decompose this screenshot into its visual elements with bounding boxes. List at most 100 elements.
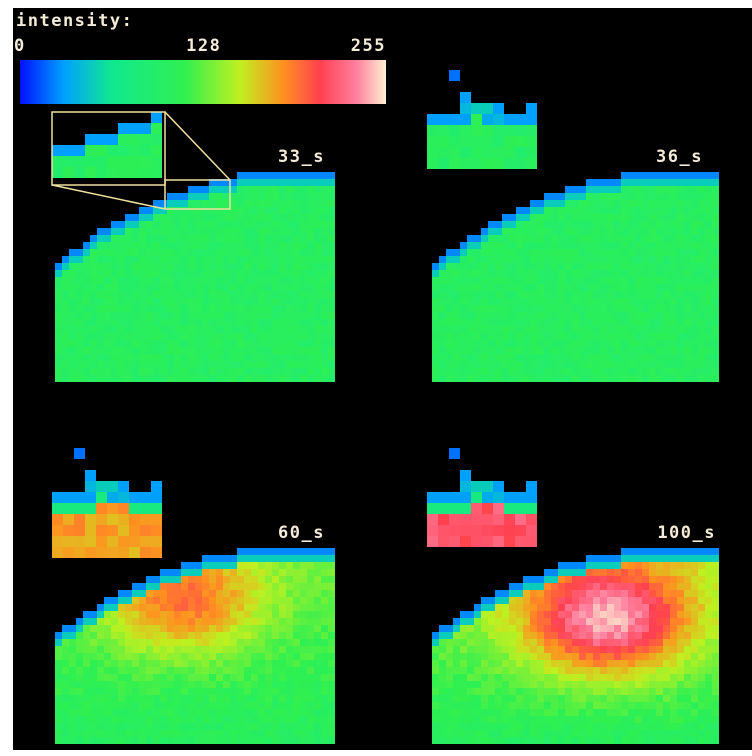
pixel bbox=[314, 660, 321, 667]
pixel bbox=[551, 319, 558, 326]
pixel bbox=[83, 277, 90, 284]
pixel bbox=[251, 228, 258, 235]
pixel bbox=[705, 354, 712, 361]
pixel bbox=[153, 270, 160, 277]
pixel bbox=[621, 200, 628, 207]
pixel bbox=[607, 709, 614, 716]
pixel bbox=[293, 312, 300, 319]
pixel bbox=[530, 263, 537, 270]
pixel bbox=[621, 284, 628, 291]
inset-pixel bbox=[449, 125, 460, 136]
pixel bbox=[272, 340, 279, 347]
inset-pixel bbox=[460, 147, 471, 158]
pixel bbox=[90, 674, 97, 681]
pixel bbox=[516, 583, 523, 590]
pixel bbox=[586, 695, 593, 702]
pixel bbox=[635, 723, 642, 730]
pixel bbox=[69, 298, 76, 305]
pixel bbox=[558, 256, 565, 263]
pixel bbox=[460, 688, 467, 695]
pixel bbox=[488, 298, 495, 305]
pixel bbox=[209, 646, 216, 653]
pixel bbox=[530, 200, 537, 207]
pixel bbox=[279, 242, 286, 249]
pixel bbox=[167, 284, 174, 291]
pixel bbox=[97, 228, 104, 235]
pixel bbox=[621, 361, 628, 368]
pixel bbox=[97, 291, 104, 298]
pixel bbox=[551, 361, 558, 368]
pixel bbox=[258, 214, 265, 221]
pixel bbox=[698, 576, 705, 583]
pixel bbox=[705, 263, 712, 270]
pixel bbox=[188, 291, 195, 298]
pixel bbox=[502, 375, 509, 382]
pixel bbox=[544, 298, 551, 305]
pixel bbox=[453, 709, 460, 716]
pixel bbox=[572, 639, 579, 646]
pixel bbox=[195, 326, 202, 333]
pixel bbox=[537, 221, 544, 228]
pixel bbox=[439, 625, 446, 632]
pixel bbox=[90, 298, 97, 305]
pixel bbox=[188, 263, 195, 270]
pixel bbox=[586, 291, 593, 298]
inset-pixel bbox=[504, 147, 515, 158]
pixel bbox=[432, 632, 439, 639]
pixel bbox=[153, 207, 160, 214]
pixel bbox=[293, 625, 300, 632]
pixel bbox=[321, 709, 328, 716]
pixel bbox=[76, 298, 83, 305]
pixel bbox=[537, 375, 544, 382]
pixel bbox=[509, 639, 516, 646]
pixel bbox=[293, 702, 300, 709]
pixel bbox=[167, 305, 174, 312]
pixel bbox=[314, 277, 321, 284]
pixel bbox=[705, 737, 712, 744]
pixel bbox=[244, 375, 251, 382]
pixel bbox=[258, 354, 265, 361]
pixel bbox=[705, 242, 712, 249]
pixel bbox=[439, 340, 446, 347]
inset-pixel bbox=[52, 156, 63, 167]
inset-pixel bbox=[140, 536, 151, 547]
pixel bbox=[698, 688, 705, 695]
pixel bbox=[586, 611, 593, 618]
pixel bbox=[565, 340, 572, 347]
inset-pixel bbox=[85, 167, 96, 178]
pixel bbox=[216, 277, 223, 284]
pixel bbox=[216, 361, 223, 368]
pixel bbox=[460, 354, 467, 361]
pixel bbox=[551, 277, 558, 284]
pixel bbox=[314, 326, 321, 333]
pixel bbox=[663, 702, 670, 709]
pixel bbox=[523, 681, 530, 688]
pixel bbox=[160, 667, 167, 674]
pixel bbox=[265, 256, 272, 263]
pixel bbox=[446, 319, 453, 326]
pixel bbox=[230, 305, 237, 312]
pixel bbox=[684, 737, 691, 744]
pixel bbox=[488, 653, 495, 660]
pixel bbox=[104, 361, 111, 368]
pixel bbox=[439, 347, 446, 354]
pixel bbox=[537, 681, 544, 688]
pixel bbox=[481, 319, 488, 326]
pixel bbox=[139, 639, 146, 646]
inset-pixel bbox=[427, 147, 438, 158]
pixel bbox=[614, 625, 621, 632]
pixel bbox=[244, 340, 251, 347]
pixel bbox=[111, 235, 118, 242]
pixel bbox=[230, 200, 237, 207]
pixel bbox=[90, 333, 97, 340]
pixel bbox=[670, 193, 677, 200]
pixel bbox=[509, 590, 516, 597]
pixel bbox=[258, 326, 265, 333]
pixel bbox=[628, 660, 635, 667]
pixel bbox=[439, 632, 446, 639]
pixel bbox=[132, 347, 139, 354]
pixel bbox=[663, 737, 670, 744]
pixel bbox=[572, 242, 579, 249]
pixel bbox=[558, 368, 565, 375]
pixel bbox=[279, 737, 286, 744]
